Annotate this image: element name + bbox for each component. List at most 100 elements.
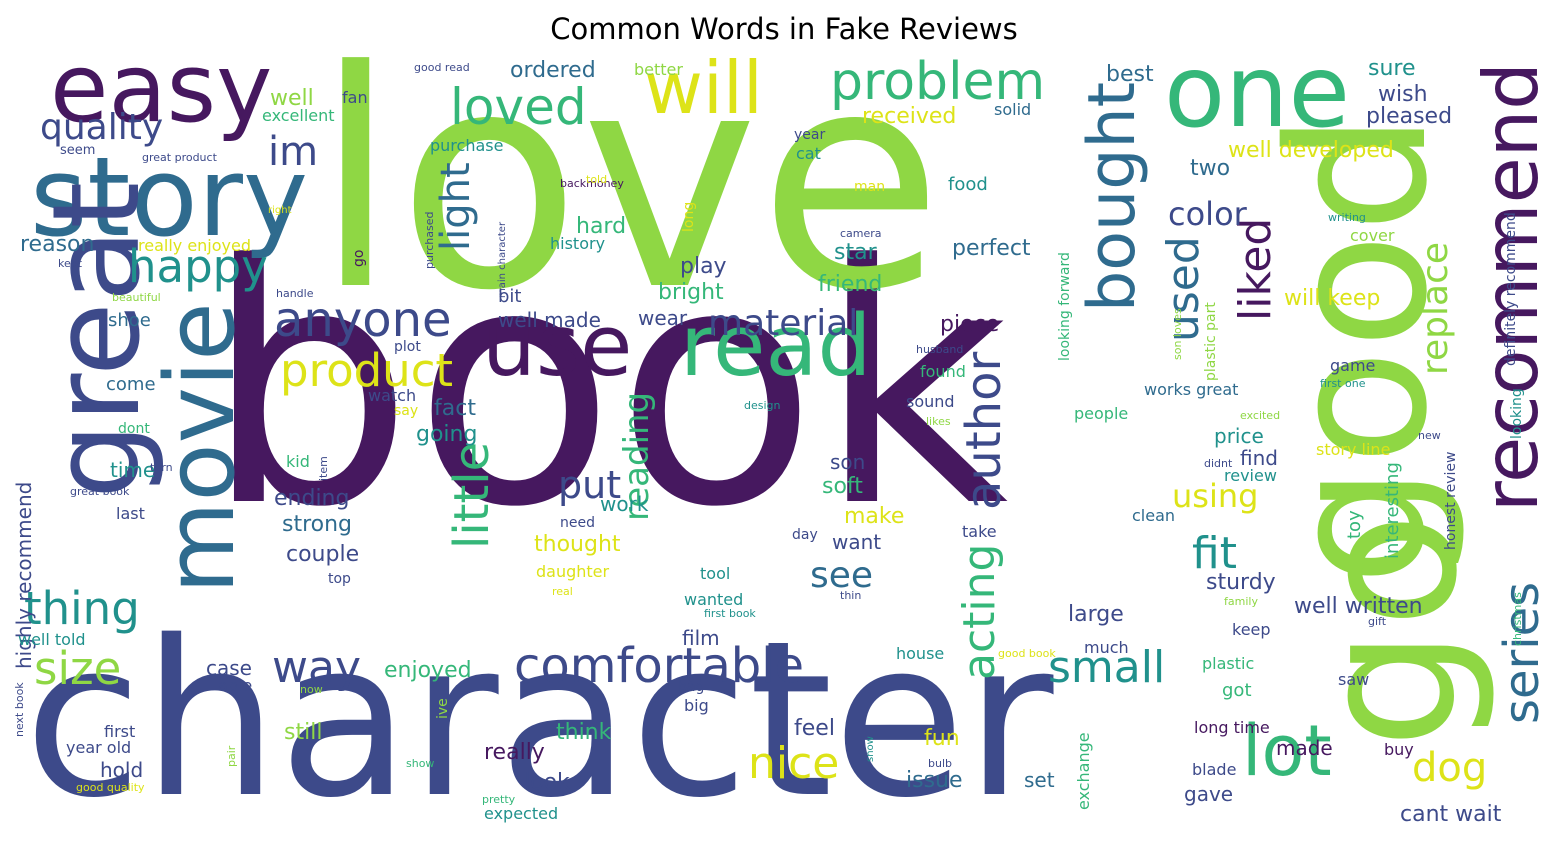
word-problem: problem: [830, 52, 1046, 112]
word-fan: fan: [342, 88, 368, 107]
word-size: size: [34, 642, 122, 695]
word-backmoney: backmoney: [560, 177, 624, 190]
word-cloud: book love good character go story easy g…: [14, 52, 1554, 834]
word-reason: reason: [20, 232, 95, 257]
word-happy: happy: [128, 240, 268, 293]
word-tool: tool: [700, 564, 731, 583]
word-big: big: [684, 696, 709, 715]
word-fact: fact: [434, 396, 476, 421]
word-exchange: exchange: [1074, 732, 1093, 810]
word-excited: excited: [1240, 409, 1281, 422]
word-time: time: [110, 458, 156, 482]
word-case: case: [206, 656, 252, 680]
word-ordered: ordered: [510, 58, 596, 83]
word-expected: expected: [484, 804, 559, 823]
word-love: love: [314, 52, 944, 356]
word-story: story: [30, 133, 309, 261]
word-easy: easy: [50, 52, 273, 144]
word-saw: saw: [1338, 670, 1370, 689]
word-history: history: [550, 234, 606, 253]
word-movie: movie: [146, 302, 256, 594]
word-plastic: plastic: [1202, 654, 1255, 673]
word-clean: clean: [1132, 506, 1176, 525]
word-first-one: first one: [1320, 377, 1366, 390]
word-go-small: go: [351, 249, 367, 267]
word-hold: hold: [100, 758, 144, 782]
word-product: product: [280, 344, 454, 397]
word-solid: solid: [994, 100, 1032, 119]
word-design: design: [744, 399, 781, 412]
word-year-old: year old: [66, 738, 132, 757]
word-strong: strong: [282, 512, 353, 537]
word-nice: nice: [748, 738, 840, 789]
word-family: family: [1224, 595, 1258, 608]
word-able: able: [218, 676, 253, 695]
word-thin: thin: [840, 589, 862, 602]
word-turn: turn: [150, 461, 173, 474]
word-think: think: [556, 720, 612, 745]
word-little: little: [444, 441, 500, 549]
word-material: material: [708, 303, 859, 344]
word-need: need: [560, 515, 595, 531]
word-didnt: didnt: [1204, 457, 1233, 470]
word-using: using: [1172, 477, 1259, 515]
word-gift: gift: [1368, 615, 1387, 628]
word-pretty: pretty: [482, 793, 516, 806]
word-really: really: [484, 740, 545, 765]
word-one: one: [1164, 52, 1351, 150]
word-snow: snow: [865, 736, 876, 762]
word-made: made: [1276, 736, 1333, 760]
word-sure: sure: [1368, 56, 1416, 81]
word-kept: kept: [58, 257, 83, 270]
word-beautiful: beautiful: [112, 291, 161, 304]
word-cant-wait: cant wait: [1400, 802, 1502, 827]
word-better: better: [634, 60, 683, 79]
word-come: come: [106, 374, 156, 395]
word-film: film: [682, 626, 720, 650]
word-blade: blade: [1192, 760, 1237, 779]
word-item: item: [317, 456, 330, 481]
word-acting: acting: [954, 543, 1005, 680]
word-long: long: [681, 201, 697, 232]
word-friend: friend: [818, 272, 883, 297]
word-people: people: [1074, 404, 1129, 423]
word-seem: seem: [60, 143, 96, 158]
word-great-book: great book: [70, 485, 130, 498]
word-shoe: shoe: [108, 310, 151, 331]
word-honest-review: honest review: [1443, 451, 1459, 550]
word-much: much: [1084, 638, 1129, 657]
word-still: still: [284, 720, 323, 745]
word-received: received: [862, 104, 957, 129]
word-son: son: [830, 450, 866, 474]
word-put: put: [558, 463, 622, 507]
word-real: real: [552, 585, 573, 598]
word-comfortable: comfortable: [514, 638, 805, 694]
word-looking-forward: looking forward: [1057, 252, 1073, 361]
word-couple: couple: [286, 542, 360, 567]
word-bit: bit: [498, 286, 522, 307]
word-good-quality: good quality: [76, 781, 145, 794]
word-husband: husband: [916, 343, 964, 356]
word-set: set: [1024, 768, 1055, 792]
word-now: now: [300, 683, 323, 696]
word-writing: writing: [1328, 211, 1366, 224]
word-small: small: [1048, 642, 1166, 693]
word-book: book: [204, 195, 1009, 579]
word-fit: fit: [1192, 528, 1237, 579]
word-two: two: [1190, 156, 1231, 181]
word-star: star: [834, 240, 877, 265]
word-loved: loved: [450, 78, 587, 136]
word-cat: cat: [796, 144, 821, 163]
word-want: want: [832, 530, 882, 554]
word-sturdy: sturdy: [1206, 570, 1276, 595]
word-use: use: [482, 297, 633, 396]
word-bag: bag: [678, 679, 705, 695]
word-liked: liked: [1230, 217, 1281, 321]
word-purchase: purchase: [430, 136, 504, 155]
word-read: read: [680, 297, 872, 396]
word-purchased: purchased: [423, 211, 436, 269]
word-look: look: [524, 770, 570, 795]
word-right: right: [268, 205, 292, 216]
word-light: light: [433, 162, 479, 251]
word-excellent: excellent: [262, 106, 335, 125]
